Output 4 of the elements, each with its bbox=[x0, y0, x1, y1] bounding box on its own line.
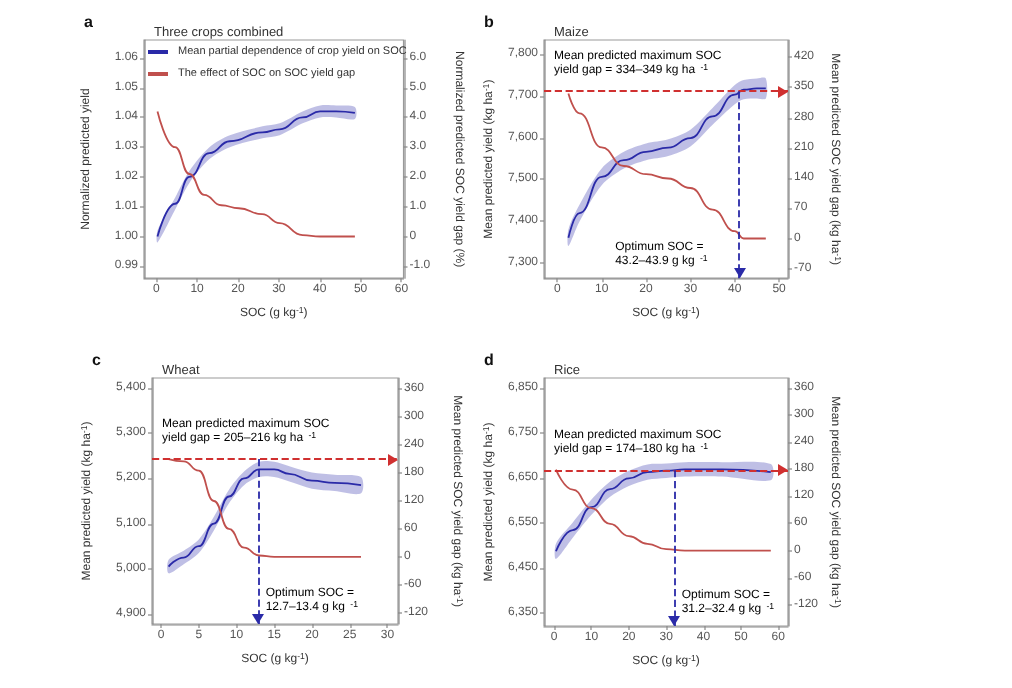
text: a bbox=[84, 13, 94, 31]
text: c bbox=[92, 351, 102, 369]
text: d bbox=[484, 351, 494, 369]
text: b bbox=[484, 13, 494, 31]
